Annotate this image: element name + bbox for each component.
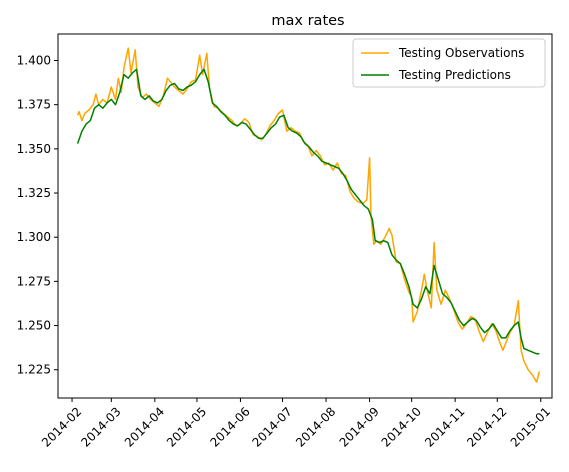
y-tick-label: 1.375 [17, 98, 51, 112]
y-tick-label: 1.300 [17, 230, 51, 244]
legend-label: Testing Observations [398, 46, 524, 60]
x-tick-label: 2014-07 [250, 404, 295, 449]
x-tick-label: 2014-08 [293, 404, 338, 449]
x-tick-label: 2014-10 [379, 404, 424, 449]
y-tick-label: 1.250 [17, 319, 51, 333]
x-tick-label: 2014-05 [164, 404, 209, 449]
chart-title: max rates [271, 13, 344, 29]
y-axis: 1.225 1.250 1.275 1.300 1.325 1.350 1.375 1.400 [17, 54, 58, 377]
y-tick-label: 1.225 [17, 363, 51, 377]
y-tick-label: 1.275 [17, 274, 51, 288]
legend: Testing Observations Testing Predictions [353, 39, 545, 87]
x-tick-label: 2014-11 [422, 404, 467, 449]
x-tick-label: 2014-09 [337, 404, 382, 449]
legend-label: Testing Predictions [398, 68, 511, 82]
plot-frame [58, 34, 552, 398]
x-tick-label: 2014-02 [39, 404, 84, 449]
y-tick-label: 1.325 [17, 186, 51, 200]
x-tick-label: 2014-04 [122, 404, 167, 449]
y-tick-label: 1.400 [17, 54, 51, 68]
series-layer [78, 48, 540, 382]
x-axis: 2014-022014-032014-042014-052014-062014-… [39, 398, 553, 450]
x-tick-label: 2015-01 [508, 404, 553, 449]
y-tick-label: 1.350 [17, 142, 51, 156]
x-tick-label: 2014-06 [207, 404, 252, 449]
x-tick-label: 2014-03 [78, 404, 123, 449]
x-tick-label: 2014-12 [464, 404, 509, 449]
series-line-predictions [78, 69, 540, 354]
